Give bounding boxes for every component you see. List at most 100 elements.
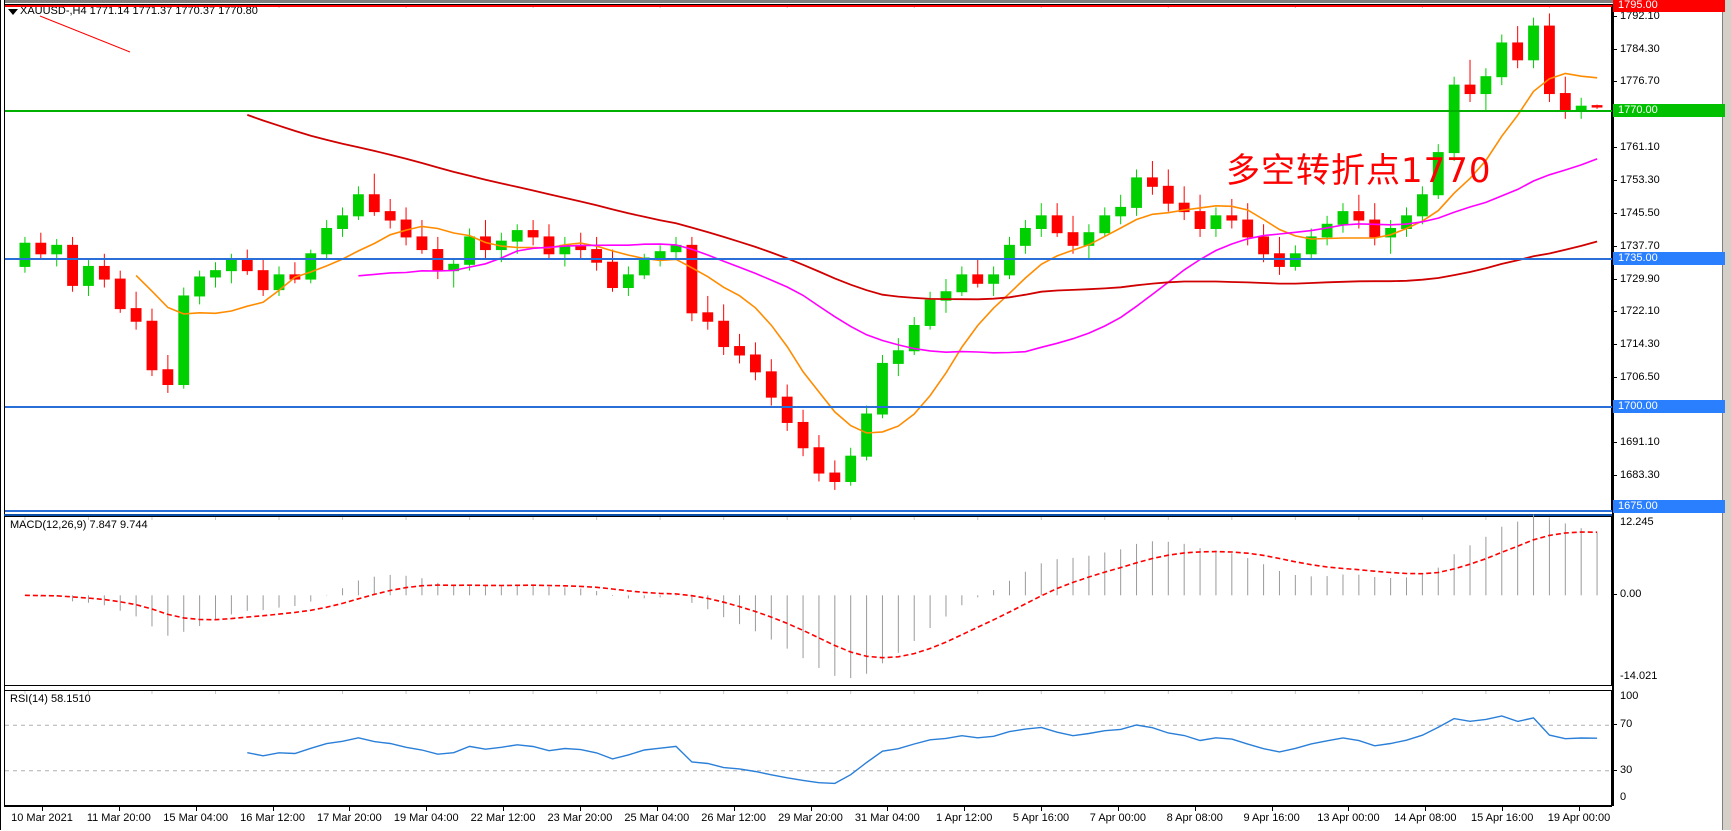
- rsi-axis-tick-label: 0: [1620, 791, 1627, 803]
- price-axis-tick-label: 1745.50: [1620, 206, 1660, 219]
- time-axis-label: 16 Mar 12:00: [240, 812, 305, 824]
- axis-tick-mark: [1613, 377, 1617, 379]
- time-axis-tick: [1425, 807, 1427, 811]
- time-axis-tick: [349, 807, 351, 811]
- macd-panel-top-separator: [4, 514, 1612, 516]
- time-axis-label: 31 Mar 04:00: [854, 812, 920, 824]
- price-level-tag[interactable]: 1700.00: [1613, 399, 1725, 413]
- price-axis-tick-label: 1761.10: [1620, 140, 1660, 153]
- time-axis-tick: [579, 807, 581, 811]
- rsi-axis-tick-label: 70: [1620, 718, 1633, 731]
- time-axis-label: 29 Mar 20:00: [778, 812, 843, 824]
- axis-tick-mark: [1613, 769, 1617, 771]
- time-axis-label: 5 Apr 16:00: [1012, 812, 1070, 824]
- window-top-border: [0, 0, 1731, 3]
- time-axis-tick: [195, 807, 197, 811]
- level-line-1700[interactable]: [5, 405, 1612, 408]
- price-axis-tick-label: 1792.10: [1620, 10, 1660, 23]
- time-axis-label: 19 Apr 00:00: [1547, 812, 1611, 824]
- axis-tick-mark: [1613, 146, 1617, 148]
- time-axis-label: 22 Mar 12:00: [470, 812, 536, 824]
- level-line-1675[interactable]: [5, 510, 1612, 512]
- axis-tick-mark: [1613, 344, 1617, 346]
- price-axis-tick-label: 1753.30: [1620, 173, 1660, 186]
- chart-pointer-icon: [8, 9, 18, 15]
- price-level-tag[interactable]: 1675.00: [1613, 500, 1725, 513]
- time-axis[interactable]: 10 Mar 2021 11 Mar 20:00 15 Mar 04:00 16 Ma…: [4, 806, 1612, 831]
- price-panel-label: XAUUSD-,H4 1771.14 1771.37 1770.37 1770.…: [20, 5, 258, 17]
- time-axis-label: 15 Apr 16:00: [1470, 812, 1534, 824]
- axis-tick-mark: [1613, 475, 1617, 476]
- rsi-axis-tick-label: 30: [1620, 763, 1633, 776]
- time-axis-tick: [656, 807, 658, 811]
- time-axis-label: 7 Apr 00:00: [1089, 812, 1147, 824]
- price-axis-tick-label: 1691.10: [1620, 436, 1660, 449]
- price-level-tag[interactable]: 1735.00: [1613, 252, 1725, 265]
- price-level-tag[interactable]: 1770.00: [1613, 104, 1725, 118]
- rsi-axis-tick-label: 100: [1620, 690, 1639, 702]
- time-axis-label: 11 Mar 20:00: [86, 812, 151, 824]
- price-axis-tick-label: 1784.30: [1620, 43, 1660, 56]
- time-axis-tick: [733, 807, 735, 811]
- price-axis-tick-label: 1722.10: [1620, 305, 1660, 318]
- time-axis-tick: [1194, 807, 1196, 811]
- time-axis-tick: [272, 807, 274, 811]
- price-axis-tick-label: 1714.30: [1620, 338, 1660, 351]
- time-axis-tick: [1502, 807, 1504, 811]
- axis-tick-mark: [1613, 212, 1617, 214]
- time-axis-tick: [1348, 807, 1350, 811]
- time-axis-label: 1 Apr 12:00: [936, 812, 993, 824]
- axis-tick-mark: [1613, 442, 1617, 444]
- price-axis-tick-label: 1776.70: [1620, 75, 1660, 88]
- time-axis-label: 19 Mar 04:00: [393, 812, 459, 824]
- chart-annotation-text: 多空转折点1770: [1226, 151, 1492, 192]
- axis-tick-mark: [1613, 179, 1617, 181]
- macd-panel[interactable]: MACD(12,26,9) 7.847 9.744: [4, 514, 1612, 686]
- axis-tick-mark: [1613, 278, 1617, 280]
- rsi-plot: [5, 691, 1611, 785]
- macd-axis-tick-label: 0.00: [1620, 588, 1642, 601]
- time-axis-label: 8 Apr 08:00: [1166, 812, 1223, 824]
- time-axis-label: 9 Apr 16:00: [1243, 812, 1300, 824]
- level-line-1770[interactable]: [5, 110, 1612, 113]
- time-axis-label: 14 Apr 08:00: [1394, 812, 1457, 824]
- macd-axis-tick-label: 12.245: [1620, 516, 1654, 528]
- time-axis-tick: [1579, 807, 1580, 811]
- price-axis-tick-label: 1706.50: [1620, 371, 1660, 384]
- time-axis-label: 26 Mar 12:00: [701, 812, 767, 824]
- level-line-1735[interactable]: [5, 258, 1612, 260]
- time-axis-tick: [42, 807, 43, 811]
- vertical-scrollbar[interactable]: [1722, 0, 1731, 830]
- time-axis-label: 25 Mar 04:00: [624, 812, 690, 824]
- time-axis-tick: [964, 807, 966, 811]
- title-marker-line: [39, 15, 131, 53]
- level-line-1795[interactable]: [5, 5, 1612, 7]
- time-axis-tick: [1117, 807, 1119, 811]
- time-axis-tick: [503, 807, 505, 811]
- price-axis-tick-label: 1729.90: [1620, 272, 1660, 285]
- axis-tick-mark: [1613, 81, 1617, 83]
- time-axis-tick: [1041, 807, 1043, 811]
- axis-tick-mark: [1613, 245, 1617, 247]
- time-axis-tick: [1271, 807, 1273, 811]
- time-axis-label: 23 Mar 20:00: [547, 812, 613, 824]
- macd-axis-tick-label: -14.021: [1620, 670, 1658, 682]
- time-axis-label: 10 Mar 2021: [11, 812, 73, 824]
- price-plot: [19, 5, 1603, 490]
- time-axis-label: 15 Mar 04:00: [163, 812, 229, 824]
- axis-tick-mark: [1613, 594, 1617, 596]
- price-axis-tick-label: 1737.70: [1620, 239, 1660, 252]
- time-axis-tick: [118, 807, 120, 811]
- rsi-panel[interactable]: RSI(14) 58.1510: [4, 690, 1612, 806]
- rsi-panel-label: RSI(14) 58.1510: [10, 693, 91, 705]
- axis-tick-mark: [1613, 16, 1617, 18]
- price-axis-tick-label: 1683.30: [1620, 469, 1660, 481]
- macd-panel-label: MACD(12,26,9) 7.847 9.744: [10, 519, 148, 531]
- axis-tick-mark: [1613, 311, 1617, 313]
- price-axis[interactable]: 1792.101784.301776.701768.901761.101753.…: [1613, 0, 1731, 830]
- price-level-tag[interactable]: 1795.00: [1613, 0, 1725, 12]
- macd-plot: [24, 514, 1598, 679]
- time-axis-tick: [426, 807, 428, 811]
- axis-tick-mark: [1613, 49, 1617, 51]
